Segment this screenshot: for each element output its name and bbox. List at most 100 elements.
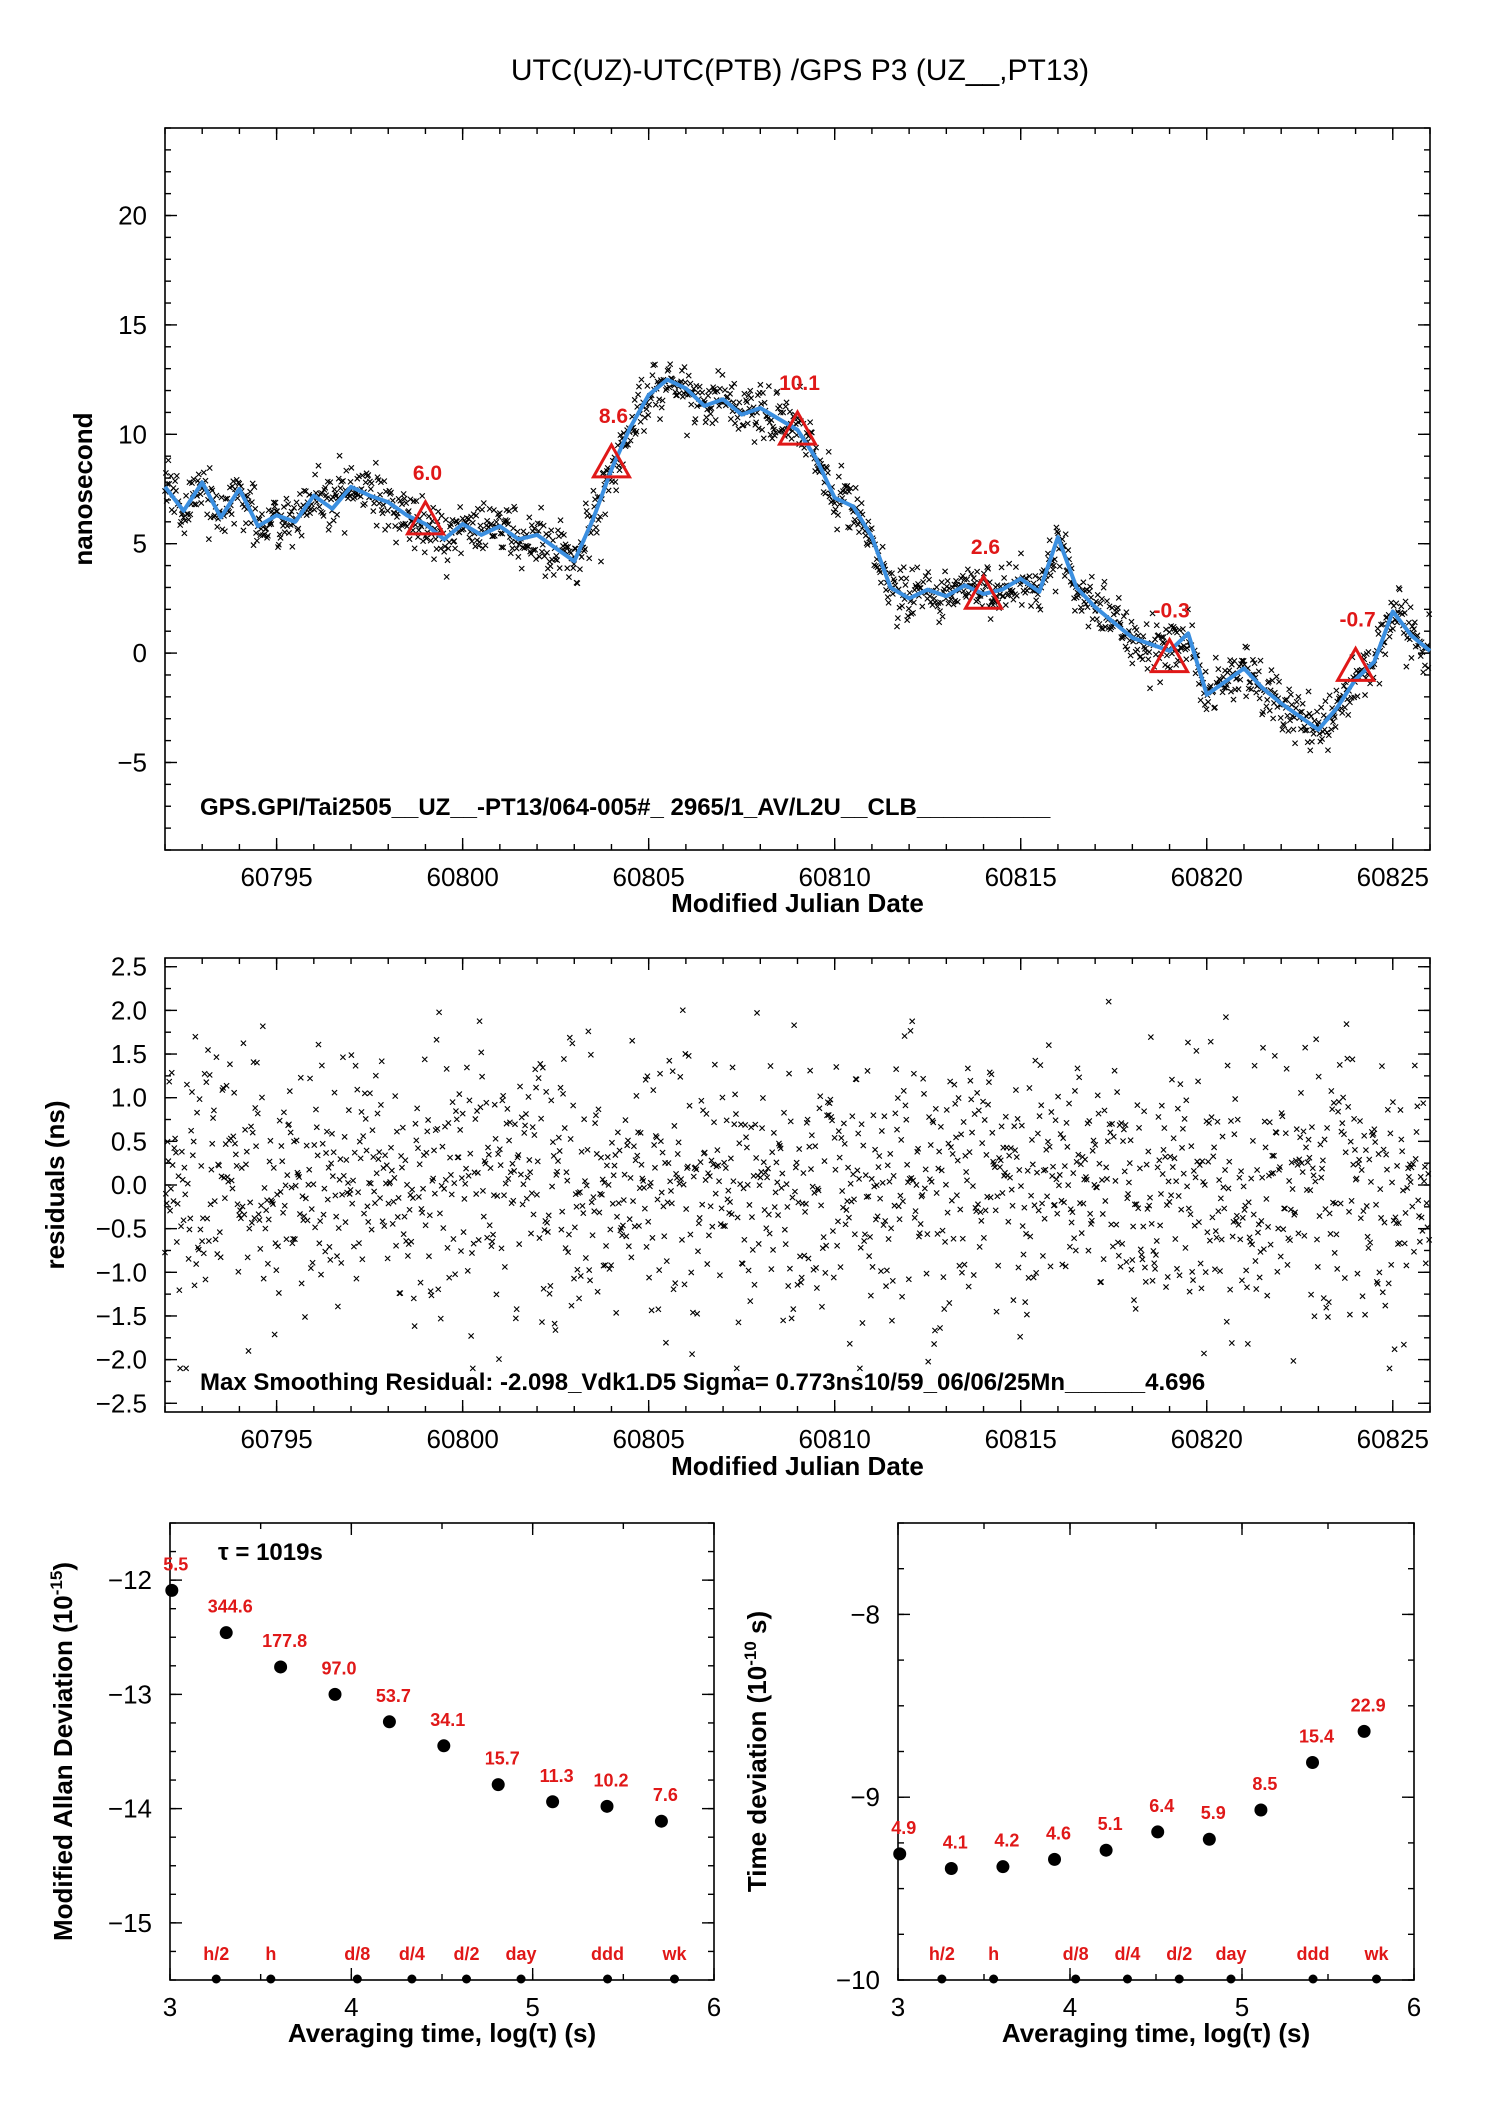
residual-point (318, 1271, 325, 1278)
residual-point (1330, 1099, 1337, 1106)
raw-data-point (586, 555, 593, 562)
residual-point (482, 1160, 489, 1167)
residual-point (764, 1174, 771, 1181)
residual-point (658, 1189, 665, 1196)
residual-point (792, 1164, 799, 1171)
residual-point (225, 1178, 232, 1185)
residual-point (1176, 1272, 1183, 1279)
residual-point (1413, 1129, 1420, 1136)
raw-data-point (974, 568, 981, 575)
residual-point (594, 1288, 601, 1295)
residual-point (1371, 1126, 1378, 1133)
residual-point (775, 1212, 782, 1219)
raw-data-point (284, 523, 291, 529)
residual-point (951, 1081, 958, 1088)
raw-data-point (248, 520, 255, 526)
residual-point (613, 1309, 620, 1316)
residual-point (843, 1206, 850, 1213)
residual-point (264, 1260, 271, 1267)
residual-point (1199, 1158, 1206, 1165)
residual-point (253, 1143, 260, 1150)
residual-point (355, 1189, 362, 1196)
raw-data-point (1184, 606, 1191, 613)
raw-data-point (206, 464, 213, 471)
residual-point (880, 1222, 887, 1228)
raw-data-point (1098, 595, 1105, 602)
raw-data-point (486, 505, 493, 512)
raw-data-point (744, 420, 751, 427)
raw-data-point (963, 593, 970, 600)
residual-point (1227, 1117, 1234, 1124)
raw-data-point (706, 405, 713, 412)
residual-point (1026, 1085, 1033, 1092)
residual-point (1210, 1153, 1217, 1160)
residual-point (1010, 1297, 1017, 1304)
raw-data-point (182, 517, 189, 524)
raw-data-point (1402, 598, 1409, 605)
residual-point (206, 1071, 213, 1078)
raw-data-point (435, 508, 442, 515)
residual-point (319, 1140, 326, 1147)
residual-point (1252, 1258, 1259, 1264)
residual-point (1373, 1201, 1380, 1208)
residual-point (1135, 1205, 1142, 1212)
residual-point (943, 1106, 950, 1113)
residual-point (439, 1143, 446, 1150)
raw-data-point (1077, 604, 1084, 611)
raw-data-point (659, 397, 666, 404)
raw-data-point (285, 530, 292, 536)
residual-point (1213, 1234, 1220, 1241)
residual-point (1002, 1113, 1009, 1120)
raw-data-point (1032, 572, 1039, 579)
residual-point (1329, 1106, 1336, 1113)
tau-marker-label: wk (661, 1944, 687, 1964)
residual-point (415, 1145, 421, 1152)
raw-data-point (532, 546, 539, 553)
residual-point (678, 1176, 685, 1183)
raw-data-point (856, 529, 863, 536)
residual-point (818, 1303, 825, 1310)
residual-point (468, 1250, 475, 1257)
residual-point (822, 1269, 829, 1276)
residual-point (1059, 1261, 1066, 1268)
residual-point (244, 1254, 251, 1261)
raw-data-point (965, 590, 972, 597)
chart-title: UTC(UZ)-UTC(PTB) /GPS P3 (UZ__,PT13) (511, 54, 1089, 87)
residual-point (560, 1090, 567, 1097)
raw-data-point (164, 480, 171, 487)
residual-point (1053, 1176, 1060, 1183)
residual-point (388, 1167, 395, 1174)
residual-point (743, 1144, 750, 1151)
residual-point (873, 1182, 880, 1189)
residual-point (1254, 1167, 1261, 1173)
residual-point (1268, 1170, 1275, 1177)
raw-data-point (567, 550, 574, 557)
residual-point (200, 1250, 207, 1257)
residual-point (216, 1229, 223, 1236)
raw-data-point (242, 520, 249, 527)
raw-data-point (565, 544, 572, 550)
residual-point (194, 1109, 201, 1116)
residual-point (1114, 1089, 1121, 1096)
raw-data-point (652, 401, 659, 408)
residual-point (1206, 1237, 1213, 1244)
residual-point (566, 1034, 573, 1041)
y-axis-label-text: Modified Allan Deviation (10 (48, 1595, 78, 1941)
residual-point (1114, 1239, 1121, 1246)
residual-point (493, 1291, 500, 1298)
raw-data-point (190, 476, 197, 483)
residual-point (580, 1210, 587, 1217)
residual-point (1181, 1115, 1188, 1122)
residual-point (404, 1252, 411, 1259)
residual-point (1269, 1152, 1276, 1159)
y-tick-label: −2.5 (96, 1388, 147, 1418)
residual-point (443, 1065, 450, 1072)
residual-point (472, 1116, 479, 1123)
raw-data-point (251, 484, 258, 491)
raw-data-point (581, 546, 588, 553)
triangle-label: 2.6 (971, 536, 1000, 559)
raw-data-point (945, 600, 952, 607)
residual-point (735, 1319, 742, 1326)
raw-data-point (327, 479, 334, 486)
residual-point (854, 1167, 861, 1174)
